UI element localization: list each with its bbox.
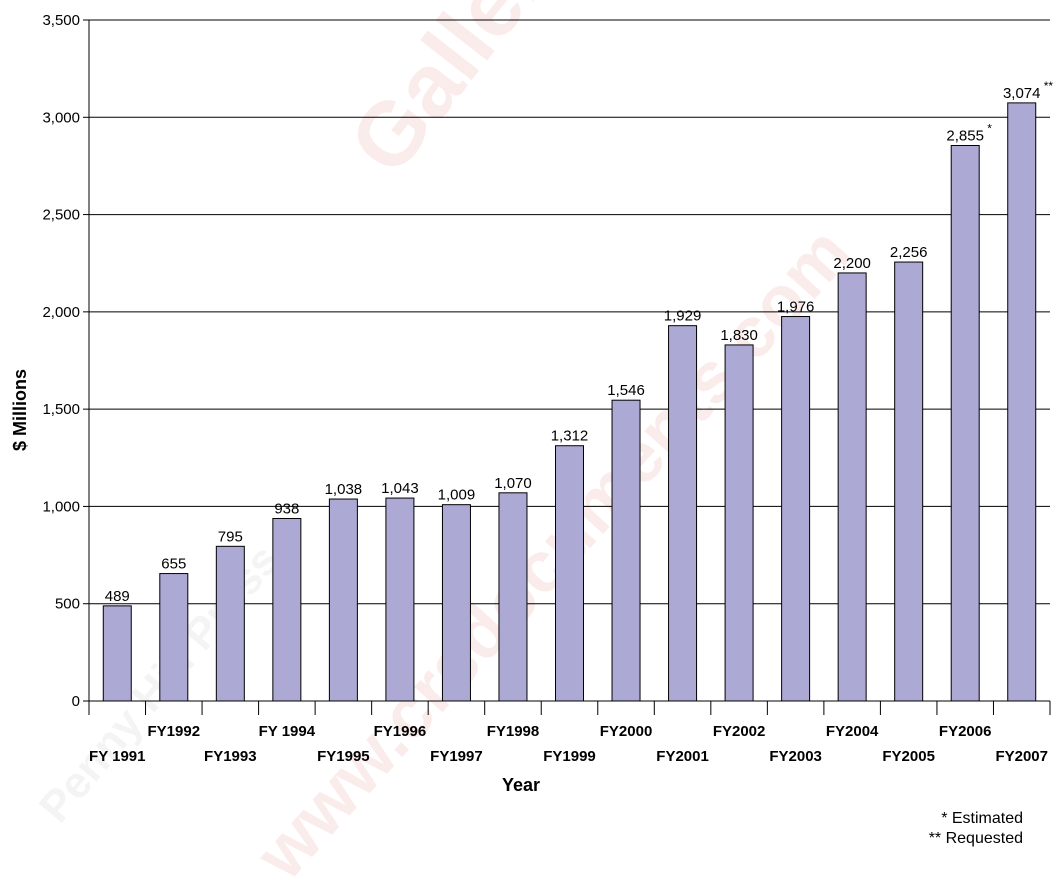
note-requested: ** Requested bbox=[928, 830, 1023, 847]
bar-fy1996 bbox=[385, 497, 415, 702]
bar-fy2006 bbox=[950, 144, 980, 702]
data-label: 3,074 bbox=[1003, 85, 1041, 102]
data-label: 2,256 bbox=[890, 244, 928, 261]
x-tick-label: FY1998 bbox=[487, 723, 540, 740]
y-tick-label: 2,000 bbox=[42, 304, 80, 321]
data-label: 938 bbox=[274, 500, 299, 517]
data-label: 1,312 bbox=[551, 428, 589, 445]
x-tick-label: FY2004 bbox=[826, 723, 879, 740]
labels: 0 500 1,000 1,500 2,000 2,500 3,000 3,500 489 FY … bbox=[42, 12, 1053, 765]
data-label: 1,546 bbox=[607, 382, 645, 399]
bar-fy1997 bbox=[441, 504, 471, 702]
bar-fy2007 bbox=[1007, 102, 1037, 702]
bar-fy1995 bbox=[328, 498, 358, 702]
axes bbox=[83, 19, 1051, 715]
gridlines bbox=[89, 19, 1050, 605]
bar-fy2004 bbox=[837, 272, 867, 702]
x-tick-label: FY 1994 bbox=[259, 723, 316, 740]
bar-fy2005 bbox=[894, 261, 924, 702]
data-label: 2,855 bbox=[946, 127, 984, 144]
bar-fy1992 bbox=[159, 573, 189, 702]
data-label: 1,929 bbox=[664, 308, 702, 325]
x-tick-label: FY2001 bbox=[656, 748, 709, 765]
data-label: 1,976 bbox=[777, 299, 815, 316]
y-tick-label: 3,000 bbox=[42, 109, 80, 126]
bar-fy2000 bbox=[611, 399, 641, 702]
note-estimated: * Estimated bbox=[941, 810, 1023, 827]
x-tick-label: FY1999 bbox=[543, 748, 596, 765]
bar-fy2002 bbox=[724, 344, 754, 702]
x-tick-label: FY2007 bbox=[995, 748, 1048, 765]
y-tick-label: 500 bbox=[55, 596, 80, 613]
data-label: 1,070 bbox=[494, 475, 532, 492]
x-tick-label: FY2005 bbox=[882, 748, 935, 765]
y-tick-label: 1,500 bbox=[42, 401, 80, 418]
x-tick-label: FY1993 bbox=[204, 748, 257, 765]
x-tick-label: FY1992 bbox=[148, 723, 201, 740]
y-tick-label: 1,000 bbox=[42, 498, 80, 515]
bar-fy1999 bbox=[555, 445, 584, 702]
bar-fy2003 bbox=[781, 316, 811, 702]
x-tick-label: FY2003 bbox=[769, 748, 822, 765]
x-tick-label: FY 1991 bbox=[89, 748, 145, 765]
bar-fy1998 bbox=[498, 492, 528, 702]
data-label: 655 bbox=[161, 556, 186, 573]
x-axis-title: Year bbox=[502, 775, 540, 795]
x-tick-label: FY1995 bbox=[317, 748, 370, 765]
data-label-footnote-mark: ** bbox=[1044, 79, 1054, 93]
x-tick-label: FY2000 bbox=[600, 723, 653, 740]
bar-fy1994 bbox=[272, 517, 302, 702]
bar-fy1993 bbox=[215, 545, 245, 702]
data-label-footnote-mark: * bbox=[987, 121, 992, 135]
data-label: 1,830 bbox=[720, 327, 758, 344]
y-tick-label: 0 bbox=[72, 693, 80, 710]
data-label: 2,200 bbox=[833, 255, 871, 272]
y-axis-title: $ Millions bbox=[10, 369, 30, 451]
x-tick-label: FY2002 bbox=[713, 723, 766, 740]
bars bbox=[102, 102, 1037, 702]
x-tick-label: FY1997 bbox=[430, 748, 483, 765]
bar-chart: 0 500 1,000 1,500 2,000 2,500 3,000 3,500 489 FY … bbox=[10, 12, 1053, 795]
data-label: 1,009 bbox=[438, 487, 476, 504]
data-label: 489 bbox=[105, 588, 130, 605]
x-tick-label: FY2006 bbox=[939, 723, 992, 740]
data-label: 1,038 bbox=[325, 481, 363, 498]
bar-fy2001 bbox=[668, 325, 698, 702]
y-tick-label: 3,500 bbox=[42, 12, 80, 29]
bar-fy1991 bbox=[102, 605, 132, 702]
y-tick-label: 2,500 bbox=[42, 207, 80, 224]
data-label: 1,043 bbox=[381, 480, 419, 497]
data-label: 795 bbox=[218, 528, 243, 545]
x-tick-label: FY1996 bbox=[374, 723, 427, 740]
